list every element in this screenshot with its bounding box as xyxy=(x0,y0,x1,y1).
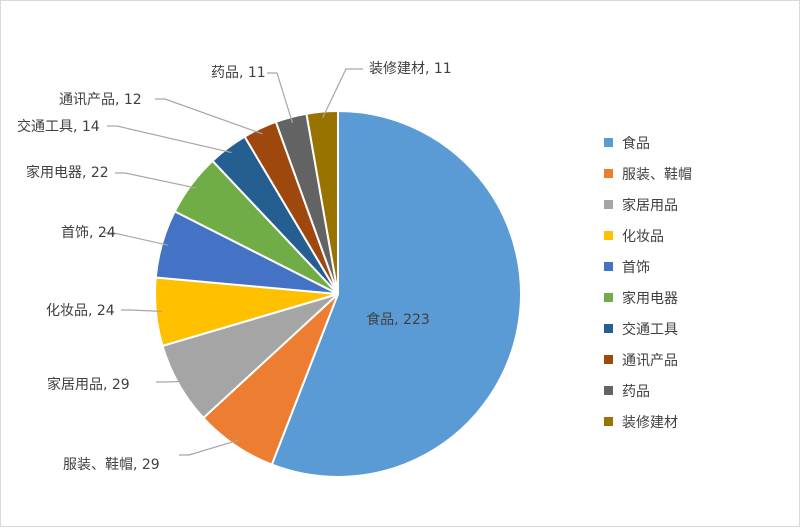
data-label-10: 装修建材, 11 xyxy=(369,61,452,77)
legend-label-4: 化妆品 xyxy=(622,229,664,245)
leader-line-4 xyxy=(121,309,162,312)
legend-label-10: 装修建材 xyxy=(622,415,678,431)
legend-label-3: 家居用品 xyxy=(622,197,678,214)
pie-slice-1 xyxy=(270,109,522,478)
data-label-5: 首饰, 24 xyxy=(61,225,116,241)
leader-line-9 xyxy=(267,72,294,124)
legend-label-1: 食品 xyxy=(622,135,650,152)
data-labels: 食品, 223 服装、鞋帽, 29 家居用品, 29 化妆品, 24 首饰, 24 家用电… xyxy=(17,61,452,473)
legend-swatch-1 xyxy=(604,138,613,147)
legend-swatch-9 xyxy=(604,386,613,395)
legend-label-6: 家用电器 xyxy=(622,290,678,307)
leader-line-10 xyxy=(322,68,363,118)
legend-swatch-6 xyxy=(604,293,613,302)
data-label-7: 交通工具, 14 xyxy=(17,118,100,135)
leader-line-8 xyxy=(155,98,263,135)
legend-swatch-2 xyxy=(604,169,613,178)
legend-swatch-3 xyxy=(604,200,613,209)
data-label-2: 服装、鞋帽, 29 xyxy=(63,457,160,473)
legend-swatch-4 xyxy=(604,231,613,240)
data-label-9: 药品, 11 xyxy=(211,65,266,81)
legend-label-5: 首饰 xyxy=(622,260,650,276)
legend-swatch-10 xyxy=(604,417,613,426)
legend-swatch-5 xyxy=(604,262,613,271)
leader-line-7 xyxy=(107,125,232,154)
leader-line-3 xyxy=(156,380,185,383)
legend-swatch-8 xyxy=(604,355,613,364)
legend-label-8: 通讯产品 xyxy=(622,353,678,369)
pie-slices xyxy=(154,109,522,478)
legend-label-7: 交通工具 xyxy=(622,321,678,338)
leader-line-6 xyxy=(115,172,197,189)
pie-slice-10 xyxy=(305,109,339,295)
data-label-4: 化妆品, 24 xyxy=(46,303,115,319)
data-label-6: 家用电器, 22 xyxy=(26,164,109,181)
legend-label-9: 药品 xyxy=(622,384,650,400)
leader-lines xyxy=(104,68,363,456)
data-label-3: 家居用品, 29 xyxy=(47,376,130,393)
data-label-1: 食品, 223 xyxy=(366,311,430,328)
legend-swatch-7 xyxy=(604,324,613,333)
data-label-8: 通讯产品, 12 xyxy=(59,92,142,108)
legend-label-2: 服装、鞋帽 xyxy=(622,167,692,183)
leader-line-2 xyxy=(179,439,239,456)
leader-line-5 xyxy=(104,232,169,246)
